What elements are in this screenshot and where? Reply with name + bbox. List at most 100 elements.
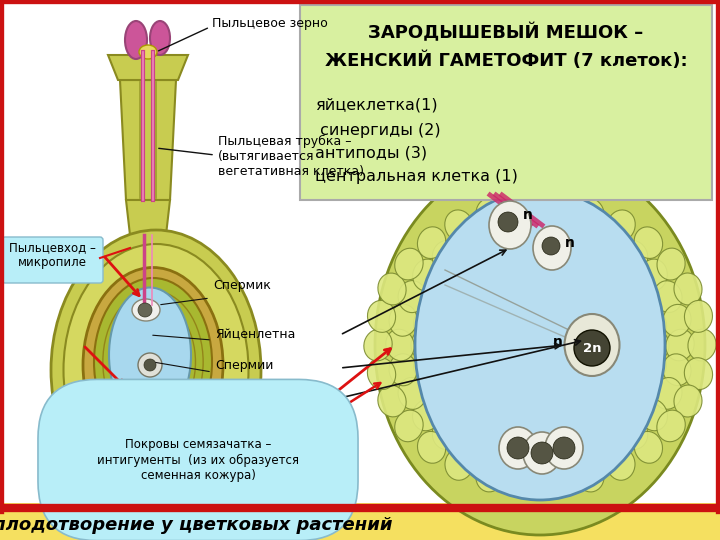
Ellipse shape <box>432 241 460 273</box>
Text: Спермик: Спермик <box>213 279 271 292</box>
Text: центральная клетка (1): центральная клетка (1) <box>315 170 518 185</box>
Ellipse shape <box>607 210 635 241</box>
Circle shape <box>138 303 152 317</box>
Ellipse shape <box>433 387 461 418</box>
Ellipse shape <box>619 272 647 303</box>
Ellipse shape <box>476 198 504 230</box>
Text: Пыльцевое зерно: Пыльцевое зерно <box>212 17 328 30</box>
Ellipse shape <box>545 427 583 469</box>
Ellipse shape <box>165 434 211 510</box>
Ellipse shape <box>433 272 462 303</box>
Ellipse shape <box>456 432 484 464</box>
Polygon shape <box>138 455 168 490</box>
Ellipse shape <box>666 329 694 361</box>
Ellipse shape <box>386 329 414 361</box>
Ellipse shape <box>634 227 662 259</box>
Ellipse shape <box>421 289 449 321</box>
Ellipse shape <box>657 410 685 442</box>
Text: синергиды (2): синергиды (2) <box>315 123 441 138</box>
Ellipse shape <box>509 192 537 224</box>
Ellipse shape <box>413 309 441 341</box>
Ellipse shape <box>413 349 441 381</box>
Text: Спермии: Спермии <box>215 360 274 373</box>
Ellipse shape <box>367 358 396 389</box>
Ellipse shape <box>541 211 569 242</box>
Text: n: n <box>553 335 563 349</box>
Text: ЗАРОДЫШЕВЫЙ МЕШОК –: ЗАРОДЫШЕВЫЙ МЕШОК – <box>369 23 644 43</box>
Ellipse shape <box>674 385 702 417</box>
Text: 2n: 2n <box>582 341 601 354</box>
Ellipse shape <box>620 417 648 449</box>
Ellipse shape <box>413 399 441 431</box>
Circle shape <box>553 437 575 459</box>
Ellipse shape <box>378 385 406 417</box>
Ellipse shape <box>533 226 571 270</box>
Ellipse shape <box>432 417 460 449</box>
Ellipse shape <box>468 245 497 276</box>
Ellipse shape <box>140 396 156 410</box>
Ellipse shape <box>570 442 598 474</box>
Ellipse shape <box>639 259 667 291</box>
Ellipse shape <box>445 448 473 480</box>
Ellipse shape <box>51 230 261 510</box>
Ellipse shape <box>489 201 531 249</box>
Ellipse shape <box>603 402 631 434</box>
Ellipse shape <box>378 273 406 305</box>
Ellipse shape <box>411 329 439 361</box>
Ellipse shape <box>150 21 170 55</box>
Ellipse shape <box>596 432 624 464</box>
Ellipse shape <box>83 267 223 462</box>
Text: Покровы семязачатка –
интигументы  (из их образуется
семенная кожура): Покровы семязачатка – интигументы (из их… <box>97 438 299 482</box>
Ellipse shape <box>663 354 691 386</box>
Ellipse shape <box>607 448 635 480</box>
Ellipse shape <box>564 314 619 376</box>
Text: антиподы (3): антиподы (3) <box>315 145 427 160</box>
FancyBboxPatch shape <box>300 5 712 200</box>
Ellipse shape <box>449 402 477 434</box>
Circle shape <box>542 237 560 255</box>
Circle shape <box>498 212 518 232</box>
Ellipse shape <box>398 281 426 313</box>
Ellipse shape <box>634 431 662 463</box>
Ellipse shape <box>150 396 166 410</box>
Text: вегетативная клетка): вегетативная клетка) <box>218 165 364 178</box>
Polygon shape <box>126 200 170 235</box>
Polygon shape <box>108 55 188 80</box>
Text: Пыльцевая трубка –: Пыльцевая трубка – <box>218 135 351 148</box>
Text: Семязачатон: Семязачатон <box>215 408 301 422</box>
Text: ЖЕНСКИЙ ГАМЕТОФИТ (7 клеток):: ЖЕНСКИЙ ГАМЕТОФИТ (7 клеток): <box>325 52 688 70</box>
Text: n: n <box>565 236 575 250</box>
Ellipse shape <box>482 216 510 248</box>
Ellipse shape <box>511 447 539 480</box>
Ellipse shape <box>639 349 667 381</box>
Circle shape <box>531 442 553 464</box>
Ellipse shape <box>130 396 146 410</box>
Circle shape <box>138 353 162 377</box>
Ellipse shape <box>576 460 604 492</box>
Ellipse shape <box>570 216 598 248</box>
Ellipse shape <box>375 155 705 535</box>
Ellipse shape <box>125 21 147 59</box>
Ellipse shape <box>456 226 484 258</box>
Ellipse shape <box>685 300 713 332</box>
Ellipse shape <box>596 226 624 258</box>
Ellipse shape <box>395 410 423 442</box>
Ellipse shape <box>476 460 504 492</box>
Ellipse shape <box>631 369 660 401</box>
Ellipse shape <box>523 432 561 474</box>
Ellipse shape <box>541 447 569 480</box>
Text: яйцеклетка(1): яйцеклетка(1) <box>315 98 438 112</box>
Circle shape <box>574 330 610 366</box>
Ellipse shape <box>469 414 497 445</box>
Ellipse shape <box>94 278 212 446</box>
Ellipse shape <box>639 399 667 431</box>
Ellipse shape <box>61 424 114 496</box>
Ellipse shape <box>543 192 571 224</box>
Ellipse shape <box>509 466 537 498</box>
Ellipse shape <box>684 357 713 389</box>
Ellipse shape <box>421 369 449 401</box>
Ellipse shape <box>641 329 669 361</box>
Ellipse shape <box>63 244 248 496</box>
Ellipse shape <box>499 427 537 469</box>
Ellipse shape <box>418 227 446 259</box>
